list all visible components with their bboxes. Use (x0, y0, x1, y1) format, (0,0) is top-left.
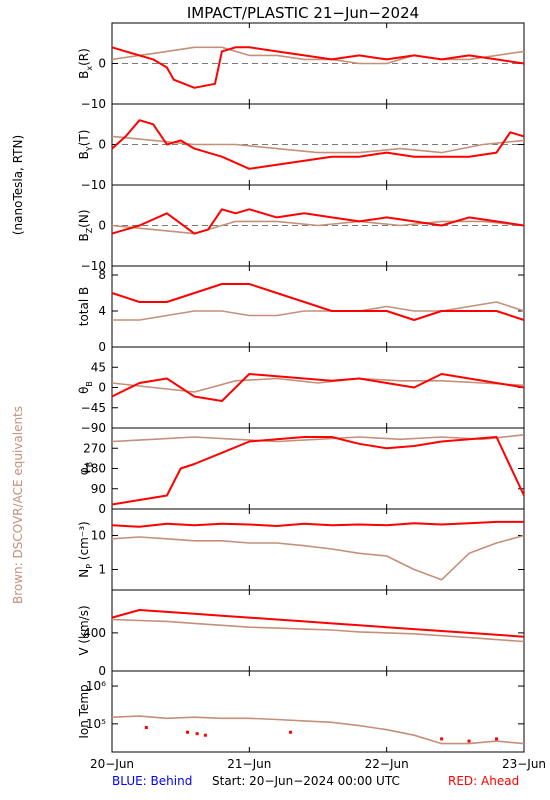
x-axis-ticks: 20−Jun 21−Jun 22−Jun 23−Jun (90, 757, 546, 771)
ytick-label-np-0: 10 (91, 528, 106, 542)
point-temp-ahead-5 (440, 737, 444, 741)
series-theta-ahead (111, 373, 525, 402)
point-temp-ahead-2 (195, 732, 199, 736)
ytick-label-bx-0: 0 (98, 57, 106, 71)
xtick-label-2: 22−Jun (365, 757, 409, 771)
ylabel-v: V (km/s) (77, 605, 91, 655)
left-axis-group-label: (nanoTesla, RTN) (11, 135, 25, 235)
series-np-dscovr (111, 534, 525, 581)
panel-v: 400 0 V (km/s) (77, 589, 525, 678)
series-btot-dscovr (112, 301, 525, 321)
ytick-label-v-1: 0 (98, 664, 106, 678)
xtick-label-3: 23−Jun (502, 757, 546, 771)
point-temp-ahead-6 (467, 739, 471, 743)
panel-frame-np (111, 508, 525, 591)
ytick-label-bz-0: 0 (98, 219, 106, 233)
panel-frame-theta (111, 346, 525, 429)
series-bz-dscovr (111, 220, 525, 235)
ytick-label-btot-1: 4 (98, 304, 106, 318)
series-temp-dscovr (111, 715, 525, 745)
series-by-dscovr (111, 135, 525, 154)
ylabel-theta: θB (77, 381, 94, 394)
ytick-label-phi-3: 0 (98, 502, 106, 516)
xtick-label-1: 21−Jun (227, 757, 271, 771)
ytick-label-by-0: 0 (98, 138, 106, 152)
ytick-label-phi-2: 90 (91, 482, 106, 496)
ytick-label-theta-3: −90 (81, 421, 106, 435)
ytick-label-np-1: 1 (98, 563, 106, 577)
panel-btot: 8 4 0 total B (77, 265, 525, 354)
series-phi-ahead (111, 436, 525, 506)
page-title: IMPACT/PLASTIC 21−Jun−2024 (187, 4, 419, 22)
panel-phi: 270 180 90 0 φB (77, 427, 525, 516)
ytick-label-btot-0: 8 (98, 268, 106, 282)
ytick-label-theta-1: 0 (98, 381, 106, 395)
footer-ahead-label: RED: Ahead (448, 774, 519, 788)
point-temp-ahead-7 (495, 737, 499, 741)
panel-bx: 0 −10 Bx(R) (77, 22, 525, 111)
series-btot-ahead (111, 283, 525, 321)
point-temp-ahead-0 (144, 726, 148, 730)
ylabel-np: NP (cm⁻³) (77, 521, 94, 577)
series-by-ahead (111, 119, 525, 170)
ytick-label-btot-2: 0 (98, 340, 106, 354)
ytick-label-theta-2: −45 (81, 401, 106, 415)
series-bz-ahead (111, 208, 525, 235)
series-v-dscovr (111, 618, 525, 643)
panel-bz: 0 −10 BZ(N) (77, 184, 525, 273)
ytick-label-bz-1: −10 (81, 259, 106, 273)
footer-start-label: Start: 20−Jun−2024 00:00 UTC (212, 774, 400, 788)
panel-frame-temp (111, 670, 525, 753)
panels-group: 0 −10 Bx(R) 0 −10 BY(T) 0 −10 BZ(N) 8 4 0 total B 45 0… (77, 22, 525, 753)
ylabel-phi: φB (77, 462, 94, 475)
xtick-label-0: 20−Jun (90, 757, 134, 771)
ytick-label-by-1: −10 (81, 178, 106, 192)
ytick-label-temp-0: 10⁶ (86, 679, 106, 693)
ylabel-by: BY(T) (77, 130, 94, 160)
ylabel-bx: Bx(R) (77, 48, 94, 79)
ytick-label-bx-1: −10 (81, 97, 106, 111)
series-v-ahead (111, 609, 525, 638)
series-np-ahead (111, 520, 524, 528)
footer-behind-label: BLUE: Behind (112, 774, 192, 788)
point-temp-ahead-1 (186, 730, 190, 734)
series-phi-dscovr (111, 434, 525, 443)
point-temp-ahead-3 (203, 733, 207, 737)
panel-by: 0 −10 BY(T) (77, 103, 525, 192)
ylabel-temp: Ion Temp (77, 684, 91, 738)
series-bx-dscovr (111, 46, 525, 65)
ytick-label-phi-1: 180 (83, 462, 106, 476)
panel-np: 10 1 NP (cm⁻³) (77, 508, 525, 591)
panel-frame-v (111, 589, 525, 672)
ytick-label-temp-1: 10⁵ (86, 717, 106, 731)
left-brown-label: Brown: DSCOVR/ACE equivalents (11, 406, 25, 604)
panel-theta: 45 0 −45 −90 θB (77, 346, 525, 435)
series-theta-dscovr (111, 377, 525, 393)
ytick-label-v-0: 400 (83, 626, 106, 640)
ytick-label-phi-0: 270 (83, 441, 106, 455)
point-temp-ahead-4 (289, 730, 293, 734)
ylabel-bz: BZ(N) (77, 209, 94, 241)
ylabel-btot: total B (77, 287, 91, 327)
ytick-label-theta-0: 45 (91, 360, 106, 374)
series-bx-ahead (111, 46, 525, 89)
